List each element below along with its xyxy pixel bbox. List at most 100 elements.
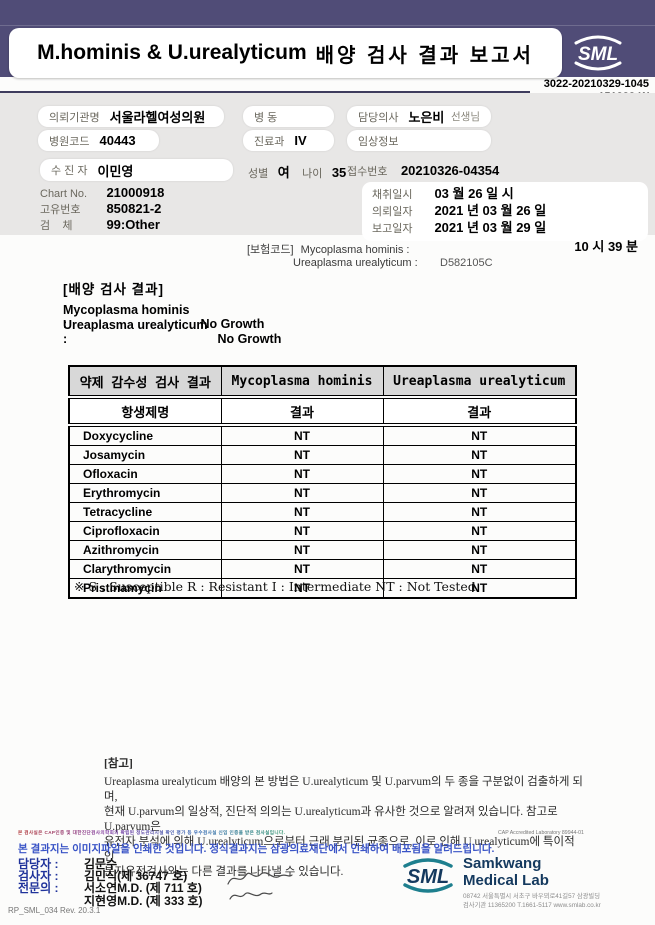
field-label: 수 진 자 — [51, 165, 88, 177]
field-value: 850821-2 — [106, 201, 162, 216]
result-uu: NT — [382, 502, 577, 522]
column-subheader: 항생제명 — [68, 396, 222, 427]
antibiotic-name: Azithromycin — [68, 540, 222, 560]
field-value: 99:Other — [106, 217, 160, 232]
specialist1-signature-icon — [227, 872, 293, 885]
column-header: 약제 감수성 검사 결과 — [68, 365, 222, 399]
insurance-uu-label: Ureaplasma urealyticum : — [293, 257, 418, 269]
specialist2-name: 지현영M.D. (제 333 호) — [84, 894, 203, 908]
table-subheader-row: 항생제명 결과 결과 — [68, 396, 577, 427]
field-value: IV — [294, 133, 307, 148]
table-row: Doxycycline NT NT — [68, 424, 577, 446]
result-mh: NT — [220, 464, 384, 484]
field-label: 병 동 — [254, 111, 278, 124]
field-value: 21000918 — [106, 185, 165, 200]
table-row: Ciprofloxacin NT NT — [68, 521, 577, 541]
report-title-card: M.hominis & U.urealyticum 배양 검사 결과 보고서 — [9, 28, 562, 78]
result-mh: NT — [220, 445, 384, 465]
field-collected-date: 채취일시 03 월 26 일 시 — [372, 186, 638, 203]
sml-logo-text: SML — [578, 44, 618, 65]
field-value: 03 월 26 일 시 — [434, 186, 514, 201]
column-header: Mycoplasma hominis — [220, 365, 384, 399]
field-label: 접수번호 — [347, 166, 388, 178]
insurance-mh-label: Mycoplasma hominis : — [300, 244, 410, 256]
antibiotic-name: Tetracycline — [68, 502, 222, 522]
table-row: Clarythromycin NT NT — [68, 559, 577, 579]
specialist-label: 전문의 : — [18, 881, 59, 895]
note-title: [참고] — [104, 758, 133, 770]
column-subheader: 결과 — [382, 396, 577, 427]
document-code: RP_SML_034 Rev. 20.3.1 — [8, 906, 101, 915]
field-clinical-info: 임상정보 — [347, 130, 491, 151]
specialist2-signature-icon — [229, 892, 273, 900]
header-band-divider — [0, 25, 655, 26]
organism-name: Ureaplasma urealyticum : — [63, 318, 208, 346]
manager-label: 담당자 : — [18, 857, 59, 871]
sml-footer-logo-icon: SML — [403, 858, 453, 893]
organism-result: No Growth — [217, 332, 282, 346]
column-subheader: 결과 — [220, 396, 384, 427]
culture-result-row: Ureaplasma urealyticum : No Growth — [63, 318, 281, 348]
result-uu: NT — [382, 445, 577, 465]
result-mh: NT — [220, 540, 384, 560]
antibiotic-name: Pristinamycin — [68, 578, 222, 599]
table-row: Josamycin NT NT — [68, 445, 577, 465]
field-sex-age: 성별 여 나이 35 — [248, 162, 346, 182]
antibiotic-name: Ofloxacin — [68, 464, 222, 484]
print-notice: 본 결과지는 이미지파일을 인쇄한 것입니다. 정식결과지는 삼광의료재단에서 … — [18, 843, 495, 855]
sml-logo-icon: SML — [574, 35, 622, 71]
lab-address-block: 08742 서울특별시 서초구 바우뫼로41길57 삼광빌딩 검사기관 1136… — [463, 892, 601, 910]
report-title-latin: M.hominis & U.urealyticum — [37, 41, 307, 64]
table-row: Erythromycin NT NT — [68, 483, 577, 503]
result-uu: NT — [382, 424, 577, 446]
result-mh: NT — [220, 521, 384, 541]
field-label: 임상정보 — [358, 135, 399, 148]
field-value: 이민영 — [97, 163, 134, 179]
field-value: 40443 — [99, 133, 136, 148]
examiner-name: 김민식(제 36747 호) — [84, 869, 188, 883]
result-uu: NT — [382, 483, 577, 503]
dates-box: 채취일시 03 월 26 일 시 의뢰일자 2021 년 03 월 26 일 보… — [362, 182, 648, 241]
antibiotic-name: Clarythromycin — [68, 559, 222, 579]
certification-microprint: 본 검사실은 CAP인증 및 대한진단검사의학회의 확립된 정도관리시설 확인 … — [18, 830, 468, 836]
field-value: 2021 년 03 월 26 일 — [434, 203, 547, 218]
result-legend: ※ S : Susceptible R : Resistant I : Inte… — [74, 579, 476, 594]
sml-footer-logo-text: SML — [407, 866, 449, 888]
insurance-tag: [보험코드] — [247, 244, 294, 256]
result-uu: NT — [382, 578, 577, 599]
field-label: 검 체 — [40, 220, 73, 232]
field-label: 진료과 — [254, 135, 285, 148]
header-rule — [0, 91, 530, 93]
field-value: 노은비 — [408, 110, 445, 125]
field-department: 진료과 IV — [243, 130, 334, 151]
antibiotic-name: Doxycycline — [68, 424, 222, 446]
table-header-row: 약제 감수성 검사 결과 Mycoplasma hominis Ureaplas… — [68, 365, 577, 399]
organism-result: No Growth — [200, 317, 265, 331]
field-doctor: 담당의사 노은비 선생님 — [347, 106, 491, 127]
antibiotic-name: Josamycin — [68, 445, 222, 465]
sex-label: 성별 — [248, 168, 269, 180]
field-label: 채취일시 — [372, 189, 413, 201]
table-row: Ofloxacin NT NT — [68, 464, 577, 484]
note-line: Ureaplasma urealyticum 배양의 본 방법은 U.ureal… — [104, 776, 583, 803]
table-row: Pristinamycin NT NT — [68, 578, 577, 599]
age-value: 35 — [331, 165, 347, 180]
age-label: 나이 — [302, 168, 323, 180]
result-mh: NT — [220, 424, 384, 446]
reported-time: 10 시 39 분 — [574, 239, 638, 254]
lab-name-line1: Samkwang — [463, 855, 542, 872]
result-uu: NT — [382, 540, 577, 560]
note-line: 현재 U.parvum의 일상적, 진단적 의의는 U.urealyticum과… — [104, 806, 558, 833]
field-unique-no: 고유번호 850821-2 — [40, 200, 161, 218]
field-label: 고유번호 — [40, 204, 81, 216]
lab-contact: 검사기관 11365200 T.1661-5117 www.smlab.co.k… — [463, 902, 601, 909]
result-mh: NT — [220, 502, 384, 522]
note-line: 유전자 분석에 의해 U.urealyticum으로부터 근래 분리된 균종으로… — [104, 836, 575, 863]
result-uu: NT — [382, 559, 577, 579]
antibiotic-name: Erythromycin — [68, 483, 222, 503]
table-row: Azithromycin NT NT — [68, 540, 577, 560]
field-value: 서울라헬여성의원 — [109, 110, 206, 125]
insurance-code-uu: Ureaplasma urealyticum : — [293, 257, 418, 269]
organism-name: Mycoplasma hominis : — [63, 303, 190, 331]
